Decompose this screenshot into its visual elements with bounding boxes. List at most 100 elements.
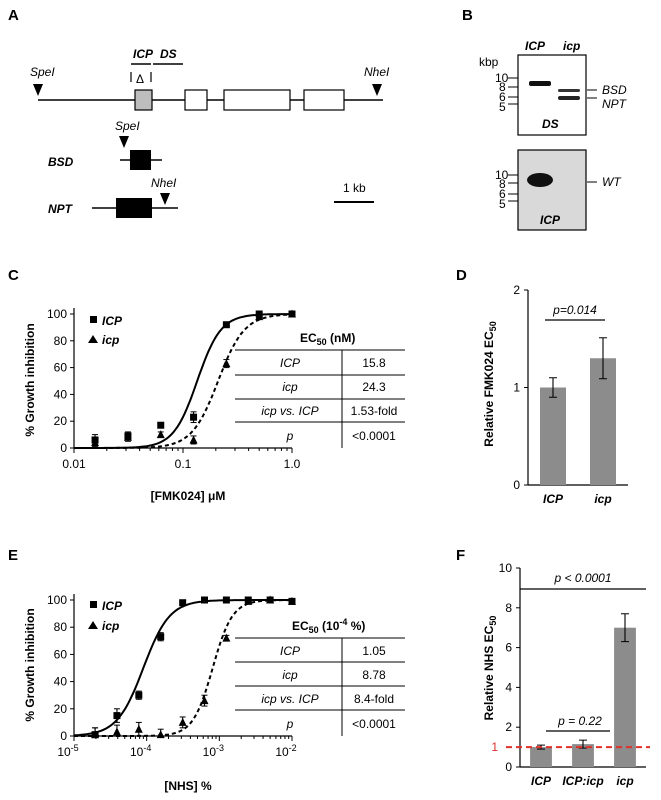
y-tick-label: 1 — [513, 381, 520, 395]
e-legend-icp: ICP — [102, 599, 123, 613]
bsd-spei-label: SpeI — [115, 119, 140, 133]
y-tick-label: 60 — [54, 647, 68, 661]
nhei-site-marker — [372, 84, 382, 96]
c-table-row4-value: <0.0001 — [352, 429, 396, 443]
npt-nhei-label: NheI — [151, 176, 177, 190]
spei-site-marker — [33, 84, 43, 96]
npt-label: NPT — [48, 202, 74, 216]
data-point-icp-mutant — [266, 595, 275, 604]
blot-icp — [517, 149, 587, 231]
e-table-row4-label: p — [286, 717, 294, 731]
y-tick-label: 100 — [47, 307, 67, 321]
y-tick-label: 10 — [499, 561, 513, 575]
e-ec50-table: EC50 (10-4 %) ICP 1.05 icp 8.78 icp vs. … — [235, 617, 405, 736]
c-legend-icp: ICP — [102, 314, 123, 328]
y-tick-label: 40 — [54, 675, 68, 689]
y-tick-label: 100 — [47, 593, 67, 607]
f-plot-area: 0 2 4 6 8 10 ICP ICP:icp icp 1 — [491, 561, 650, 788]
data-point-icp-mutant — [189, 435, 198, 444]
x-tick-label: 10-4 — [130, 743, 151, 759]
e-legend-square-marker — [90, 601, 97, 608]
data-point-icp-mutant — [156, 430, 165, 439]
f-pvalue-1: p = 0.22 — [557, 714, 602, 728]
c-table-row2-label: icp — [282, 380, 298, 394]
d-pvalue: p=0.014 — [552, 303, 597, 317]
bsd-spei-marker — [119, 136, 129, 148]
c-legend-square-marker — [90, 316, 97, 323]
x-category-label: icp — [616, 774, 633, 788]
data-point-icp — [157, 633, 165, 641]
f-pvalue-2: p < 0.0001 — [553, 571, 611, 585]
e-x-axis-label: [NHS] % — [164, 779, 212, 793]
y-tick-label: 20 — [54, 414, 68, 428]
lane-label-icp-mutant: icp — [563, 39, 580, 53]
e-table-header: EC50 (10-4 %) — [292, 617, 365, 635]
data-point-icp — [113, 712, 121, 720]
e-table-row3-label: icp vs. ICP — [261, 692, 318, 706]
c-ec50-table: EC50 (nM) ICP 15.8 icp 24.3 icp vs. ICP … — [235, 331, 405, 448]
band-icp-ds — [529, 81, 551, 86]
x-category-label: ICP — [543, 492, 564, 506]
data-point-icp-mutant — [91, 438, 100, 447]
c-table-header: EC50 (nM) — [300, 331, 355, 347]
data-point-icp-mutant — [91, 730, 100, 739]
bar-icp — [614, 627, 636, 767]
x-tick-label: 0.01 — [62, 457, 86, 471]
npt-gene — [116, 198, 152, 218]
e-legend-icp-mutant: icp — [102, 619, 119, 633]
y-tick-label: 4 — [505, 680, 512, 694]
marker-5: 5 — [499, 100, 506, 114]
bsd-gene — [130, 150, 151, 170]
x-category-label: ICP:icp — [562, 774, 603, 788]
y-tick-label: 40 — [54, 387, 68, 401]
data-point-icp — [222, 596, 230, 604]
panel-letter-b: B — [462, 7, 473, 24]
e-table-row2-label: icp — [282, 668, 298, 682]
data-point-icp — [201, 596, 209, 604]
y-tick-label: 0 — [60, 729, 67, 743]
bsd-label: BSD — [48, 155, 74, 169]
panel-a: A SpeI NheI ICP DS Δ BSD SpeI NPT NheI — [8, 7, 390, 218]
band-icp-npt — [558, 96, 580, 100]
blot-ds-probe-label: DS — [542, 117, 559, 131]
data-point-icp-mutant — [255, 312, 264, 321]
panel-e: E % Growth inhibition [NHS] % 0 20 40 60 80 1… — [8, 547, 297, 793]
e-table-row3-value: 8.4-fold — [354, 692, 394, 706]
marker2-8: 8 — [499, 177, 506, 191]
y-tick-label: 6 — [505, 641, 512, 655]
x-category-label: icp — [594, 492, 611, 506]
d-plot-area: 0 1 2 ICP icp — [513, 283, 628, 506]
panel-b: B kbp ICP icp 10 8 6 5 DS BSD NPT 10 8 6… — [462, 7, 628, 231]
x-category-label: ICP — [531, 774, 552, 788]
x-tick-label: 10-2 — [275, 743, 296, 759]
data-point-icp-mutant — [288, 309, 296, 318]
c-table-row3-value: 1.53-fold — [351, 404, 398, 418]
y-tick-label: 0 — [505, 760, 512, 774]
data-point-icp — [222, 321, 230, 329]
blot-icp-probe-label: ICP — [540, 213, 561, 227]
data-point-icp-mutant — [178, 717, 187, 726]
lane-label-icp: ICP — [525, 39, 546, 53]
y-tick-label: 80 — [54, 620, 68, 634]
panel-letter-a: A — [8, 7, 19, 24]
data-point-icp — [179, 599, 187, 607]
panel-letter-e: E — [8, 547, 18, 564]
marker2-10: 10 — [495, 168, 509, 182]
panel-letter-f: F — [456, 547, 465, 564]
marker-8: 8 — [499, 80, 506, 94]
probe-ds-label: DS — [160, 47, 177, 61]
e-table-row2-value: 8.78 — [362, 668, 386, 682]
bar-icp — [530, 747, 552, 767]
marker2-5: 5 — [499, 197, 506, 211]
scale-label: 1 kb — [343, 181, 366, 195]
c-table-row4-label: p — [286, 429, 294, 443]
npt-nhei-marker — [160, 193, 170, 205]
f-y-axis-label: Relative NHS EC50 — [482, 616, 498, 721]
band-icp-wt — [527, 173, 553, 187]
exon-4 — [303, 89, 345, 111]
marker-10: 10 — [495, 71, 509, 85]
c-legend-triangle-marker — [88, 335, 98, 343]
y-tick-label: 0 — [513, 478, 520, 492]
icp-exon — [134, 89, 153, 111]
data-point-icp-mutant — [288, 596, 296, 605]
